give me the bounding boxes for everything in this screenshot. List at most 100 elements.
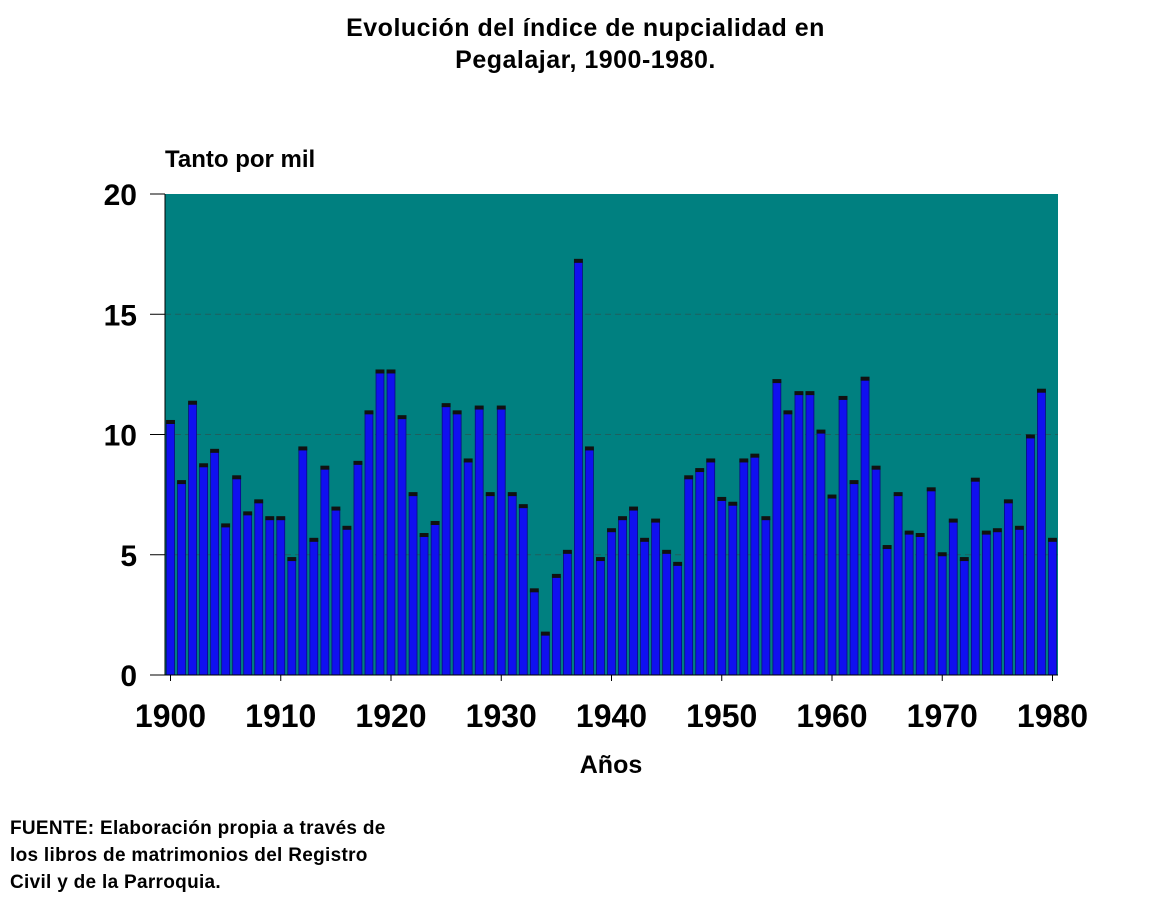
bar-cap	[805, 391, 815, 396]
bar	[265, 518, 275, 676]
bar	[243, 513, 253, 676]
bar-cap	[948, 518, 958, 523]
bar-cap	[419, 533, 429, 538]
bar-cap	[783, 410, 793, 415]
bar	[485, 494, 495, 676]
bar	[364, 412, 374, 676]
chart-title-line-2: Pegalajar, 1900-1980.	[455, 46, 716, 74]
bar	[386, 371, 396, 676]
bar-cap	[518, 504, 528, 509]
bar	[662, 551, 671, 676]
bar	[1004, 501, 1013, 676]
bar	[331, 508, 341, 676]
bar-cap	[573, 258, 583, 263]
bar-cap	[496, 405, 506, 410]
bar	[728, 503, 738, 676]
bar	[706, 460, 716, 676]
bar-cap	[474, 405, 484, 410]
bar	[904, 532, 914, 676]
bar-cap	[717, 496, 727, 501]
bar-cap	[177, 480, 187, 485]
source-note: FUENTE: Elaboración propia a través de l…	[10, 815, 386, 896]
chart-title-line-1: Evolución del índice de nupcialidad en	[346, 14, 825, 42]
bar	[397, 417, 407, 676]
bar	[166, 422, 175, 676]
bar	[816, 431, 826, 676]
bar-cap	[232, 475, 242, 480]
bar	[210, 450, 219, 676]
bar	[761, 518, 771, 676]
bar-cap	[243, 511, 253, 516]
bar-cap	[386, 369, 396, 374]
bar	[342, 527, 352, 676]
bar-cap	[540, 631, 550, 636]
bar-cap	[882, 545, 892, 550]
bar-cap	[331, 506, 341, 511]
bar-cap	[287, 557, 297, 562]
bar-cap	[364, 410, 374, 415]
bar	[618, 518, 627, 676]
x-tick-label: 1960	[796, 698, 867, 734]
bar-cap	[353, 460, 363, 465]
bar	[948, 520, 958, 676]
bar	[739, 460, 749, 676]
bar	[915, 535, 925, 676]
bar	[882, 547, 892, 676]
bar-cap	[761, 516, 771, 521]
bar-cap	[860, 376, 870, 381]
x-axis-label: Años	[580, 751, 643, 779]
bar-cap	[937, 552, 947, 557]
bar-cap	[959, 557, 969, 562]
bar-cap	[596, 557, 605, 562]
bar-cap	[551, 573, 561, 578]
x-tick-label: 1980	[1017, 698, 1088, 734]
bar-cap	[507, 492, 517, 497]
bar	[794, 393, 804, 676]
y-axis-label: Tanto por mil	[165, 146, 315, 173]
bar-cap	[485, 492, 495, 497]
bar-cap	[221, 523, 231, 528]
bar-cap	[463, 458, 473, 463]
y-tick-label: 15	[104, 299, 137, 332]
bar-cap	[673, 561, 683, 566]
y-tick-label: 20	[104, 179, 137, 212]
bar	[221, 525, 231, 676]
bar-cap	[1014, 525, 1024, 530]
bar-cap	[1025, 434, 1035, 439]
x-tick-label: 1930	[466, 698, 537, 734]
bar	[574, 260, 583, 676]
bars	[166, 258, 1057, 676]
y-tick-label: 10	[104, 420, 137, 453]
bar	[640, 539, 649, 676]
bar	[629, 508, 638, 676]
bar-cap	[695, 468, 705, 473]
bar	[1037, 390, 1046, 676]
bar-cap	[838, 395, 848, 400]
bar-cap	[1036, 388, 1046, 393]
bar	[673, 563, 683, 676]
bar-cap	[794, 391, 804, 396]
bar	[408, 494, 418, 676]
bar	[1026, 436, 1035, 676]
bar-cap	[926, 487, 936, 492]
bar	[849, 482, 859, 676]
bar	[838, 398, 848, 676]
bar-cap	[342, 525, 352, 530]
bar	[596, 559, 605, 676]
bar-cap	[970, 477, 980, 482]
x-tick-label: 1900	[135, 698, 206, 734]
bar-cap	[871, 465, 881, 470]
bar-cap	[640, 537, 650, 542]
bar	[474, 407, 484, 676]
chart-title: Evolución del índice de nupcialidad en P…	[0, 12, 1171, 76]
bar	[309, 539, 319, 676]
bar	[805, 393, 815, 676]
bar	[496, 407, 506, 676]
bar-cap	[452, 410, 462, 415]
bar	[860, 378, 870, 676]
bar-cap	[992, 528, 1002, 533]
bar-cap	[320, 465, 330, 470]
bar-cap	[529, 588, 539, 593]
bar	[507, 494, 517, 676]
